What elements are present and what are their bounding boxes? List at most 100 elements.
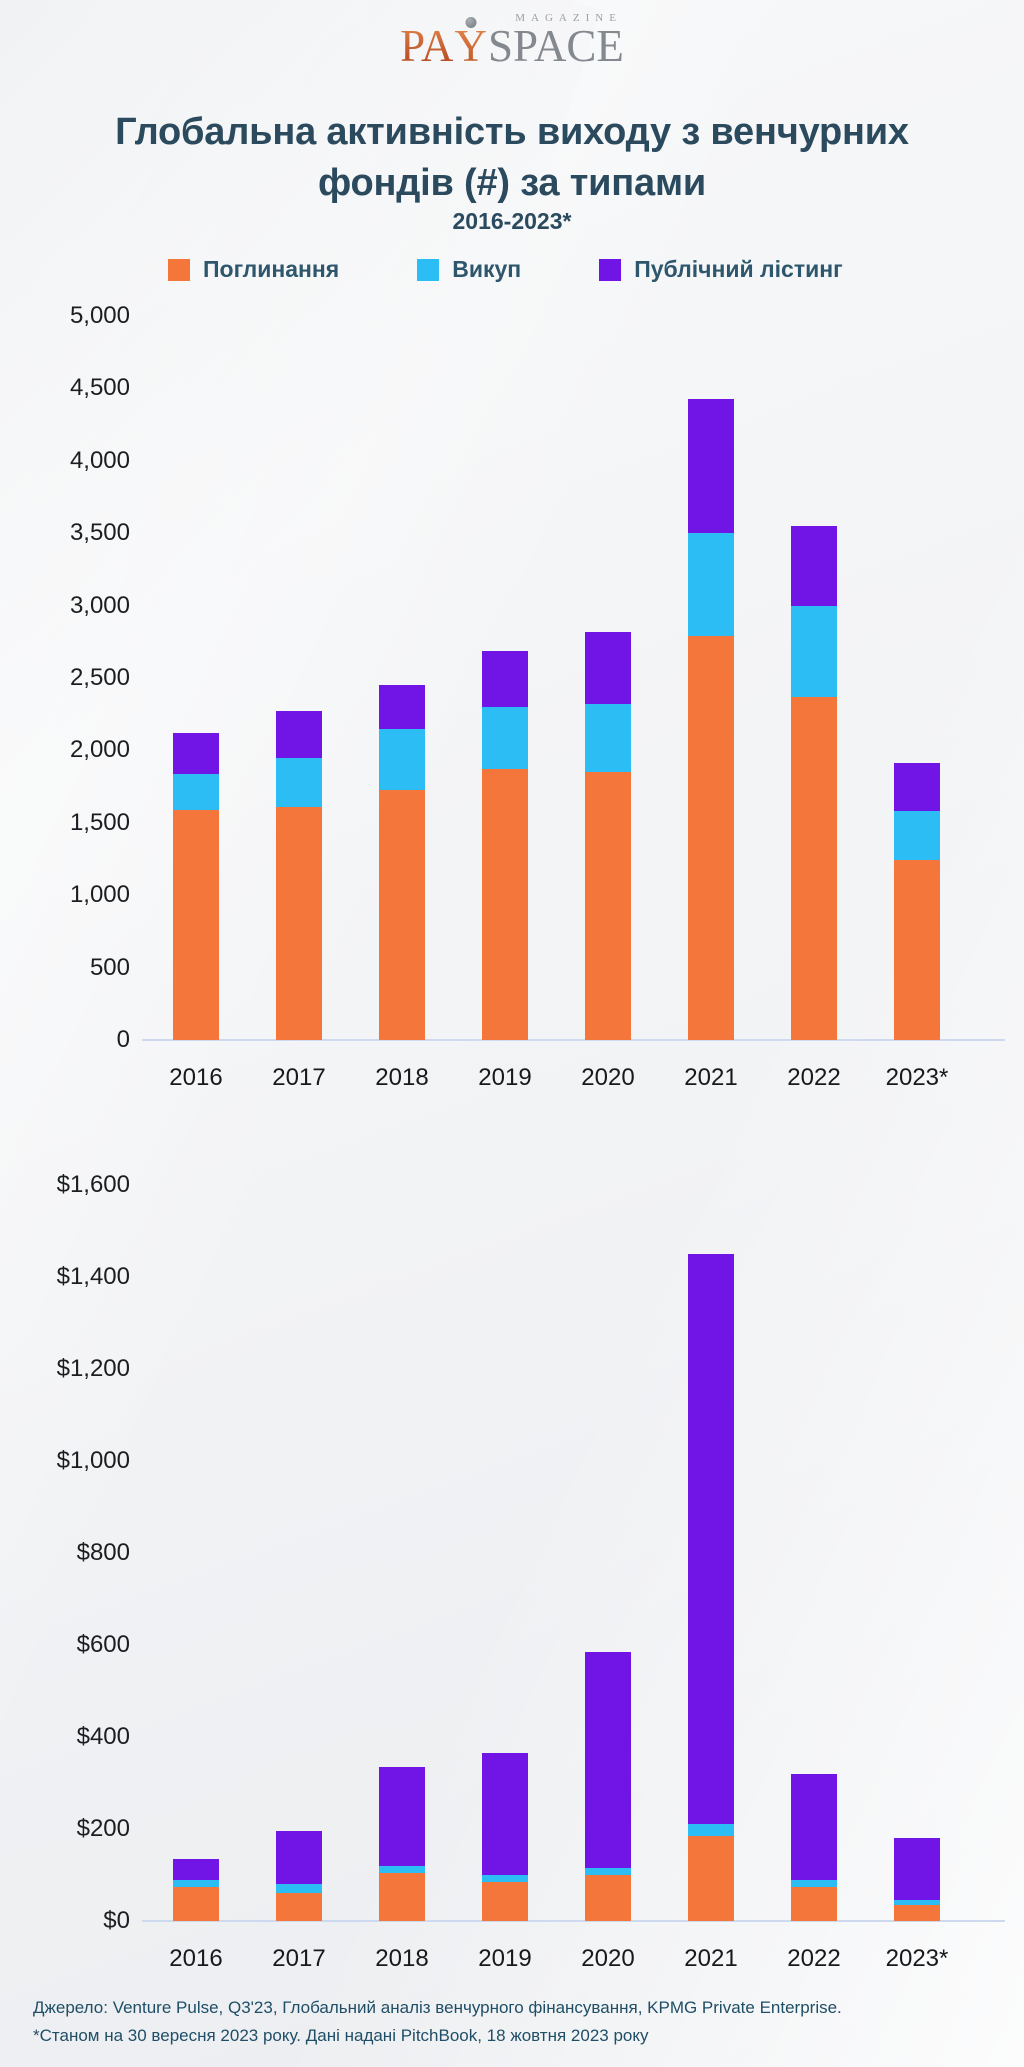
segment-Викуп xyxy=(791,1879,837,1887)
segment-Поглинання xyxy=(379,789,425,1040)
bar-2016 xyxy=(173,733,219,1040)
segment-Поглинання xyxy=(173,1886,219,1921)
segment-Викуп xyxy=(791,605,837,697)
segment-Публічний лістинг xyxy=(791,1773,837,1880)
x-axis-line xyxy=(142,1039,1005,1041)
segment-Публічний лістинг xyxy=(482,650,528,707)
x-axis-label: 2020 xyxy=(581,1945,635,1972)
logo-person-icon: Y xyxy=(454,17,487,69)
segment-Поглинання xyxy=(276,1893,322,1921)
segment-Викуп xyxy=(688,1824,734,1836)
legend-label: Поглинання xyxy=(203,256,340,282)
x-axis-label: 2021 xyxy=(684,1945,738,1972)
y-tick-label: 1,500 xyxy=(69,808,130,836)
bar-2018 xyxy=(379,685,425,1040)
legend-label: Публічний лістинг xyxy=(634,256,843,282)
bar-2023* xyxy=(894,1838,940,1921)
value-chart-plot: 2016 2017 2018 2019 2020 2021 2022 2023* xyxy=(142,1185,1005,1972)
exit-value-chart: $1,600 $1,400 $1,200 $1,000 $800 $600 $400 $200… xyxy=(0,1171,1024,1972)
x-axis-label: 2019 xyxy=(478,1945,532,1972)
segment-Публічний лістинг xyxy=(379,1766,425,1866)
x-axis-label: 2017 xyxy=(272,1945,326,1972)
bar-2023* xyxy=(894,763,940,1040)
public-listing-swatch-icon xyxy=(599,258,622,281)
y-tick-label: 500 xyxy=(89,953,130,981)
segment-Викуп xyxy=(894,811,940,861)
segment-Поглинання xyxy=(173,809,219,1040)
segment-Викуп xyxy=(379,1865,425,1873)
y-tick-label: $1,000 xyxy=(56,1447,130,1474)
x-axis-label: 2023* xyxy=(885,1945,949,1972)
y-tick-label: $1,600 xyxy=(56,1171,130,1198)
segment-Викуп xyxy=(482,1875,528,1882)
bar-2021 xyxy=(688,1254,734,1921)
bar-2022 xyxy=(791,1773,837,1921)
bar-2019 xyxy=(482,1753,528,1921)
exit-count-chart: 5,000 4,500 4,000 3,500 3,000 2,500 2,000 1,500… xyxy=(0,302,1024,1091)
y-tick-label: $0 xyxy=(103,1907,130,1934)
y-tick-label: 4,000 xyxy=(69,446,130,474)
x-axis-label: 2016 xyxy=(169,1945,223,1972)
segment-Поглинання xyxy=(894,1904,940,1921)
y-tick-label: 3,500 xyxy=(69,519,130,547)
bar-2018 xyxy=(379,1766,425,1921)
x-axis-label: 2020 xyxy=(581,1064,635,1091)
segment-Поглинання xyxy=(894,860,940,1040)
segment-Публічний лістинг xyxy=(688,398,734,534)
segment-Поглинання xyxy=(482,1881,528,1921)
segment-Поглинання xyxy=(791,1886,837,1921)
segment-Публічний лістинг xyxy=(173,1858,219,1880)
logo-magazine-text: MAGAZINE xyxy=(515,12,622,24)
y-tick-label: $600 xyxy=(76,1631,130,1658)
asof-line: *Станом на 30 вересня 2023 року. Дані на… xyxy=(33,2026,649,2045)
segment-Публічний лістинг xyxy=(379,685,425,729)
segment-Поглинання xyxy=(379,1872,425,1921)
x-axis-label: 2019 xyxy=(478,1064,532,1091)
segment-Викуп xyxy=(276,1884,322,1894)
value-chart-y-axis: $1,600 $1,400 $1,200 $1,000 $800 $600 $400 $200… xyxy=(0,1171,130,1934)
bar-2021 xyxy=(688,398,734,1040)
logo-person-head-dot xyxy=(465,17,477,28)
segment-Викуп xyxy=(173,773,219,810)
segment-Поглинання xyxy=(688,1835,734,1921)
segment-Публічний лістинг xyxy=(688,1254,734,1825)
segment-Публічний лістинг xyxy=(585,631,631,705)
x-axis-line xyxy=(142,1920,1005,1922)
x-axis-label: 2023* xyxy=(885,1064,949,1091)
segment-Публічний лістинг xyxy=(276,711,322,758)
bar-2017 xyxy=(276,1831,322,1921)
y-tick-label: $800 xyxy=(76,1539,130,1566)
bar-2022 xyxy=(791,525,837,1040)
y-tick-label: $200 xyxy=(76,1815,130,1842)
bar-2020 xyxy=(585,631,631,1040)
logo-pa-text: PA xyxy=(400,21,454,71)
y-tick-label: 4,500 xyxy=(69,374,130,402)
logo-space-text: SPACE xyxy=(487,21,624,71)
y-tick-label: $1,400 xyxy=(56,1263,130,1290)
bar-2020 xyxy=(585,1651,631,1921)
count-chart-plot: 2016 2017 2018 2019 2020 2021 2022 2023* xyxy=(142,316,1005,1091)
legend-item-buyout: Викуп xyxy=(417,256,521,283)
segment-Викуп xyxy=(585,704,631,773)
segment-Викуп xyxy=(276,757,322,807)
legend-label: Викуп xyxy=(452,256,522,282)
bar-2016 xyxy=(173,1858,219,1921)
segment-Публічний лістинг xyxy=(585,1651,631,1869)
x-axis-label: 2018 xyxy=(375,1945,429,1972)
segment-Викуп xyxy=(379,728,425,790)
y-tick-label: 1,000 xyxy=(69,881,130,909)
page-subtitle: 2016-2023* xyxy=(452,208,572,234)
source-line: Джерело: Venture Pulse, Q3'23, Глобальни… xyxy=(33,1998,842,2017)
segment-Поглинання xyxy=(585,772,631,1040)
legend-item-public-listing: Публічний лістинг xyxy=(599,256,843,283)
segment-Публічний лістинг xyxy=(894,1838,940,1901)
y-tick-label: 2,500 xyxy=(69,664,130,691)
x-axis-label: 2022 xyxy=(787,1064,841,1091)
segment-Поглинання xyxy=(585,1875,631,1921)
segment-Публічний лістинг xyxy=(482,1753,528,1876)
buyout-swatch-icon xyxy=(417,258,440,281)
x-axis-label: 2016 xyxy=(169,1064,223,1091)
chart-legend: Поглинання Викуп Публічний лістинг xyxy=(168,256,843,283)
page-title: Глобальна активність виходу з венчурних … xyxy=(115,111,909,204)
